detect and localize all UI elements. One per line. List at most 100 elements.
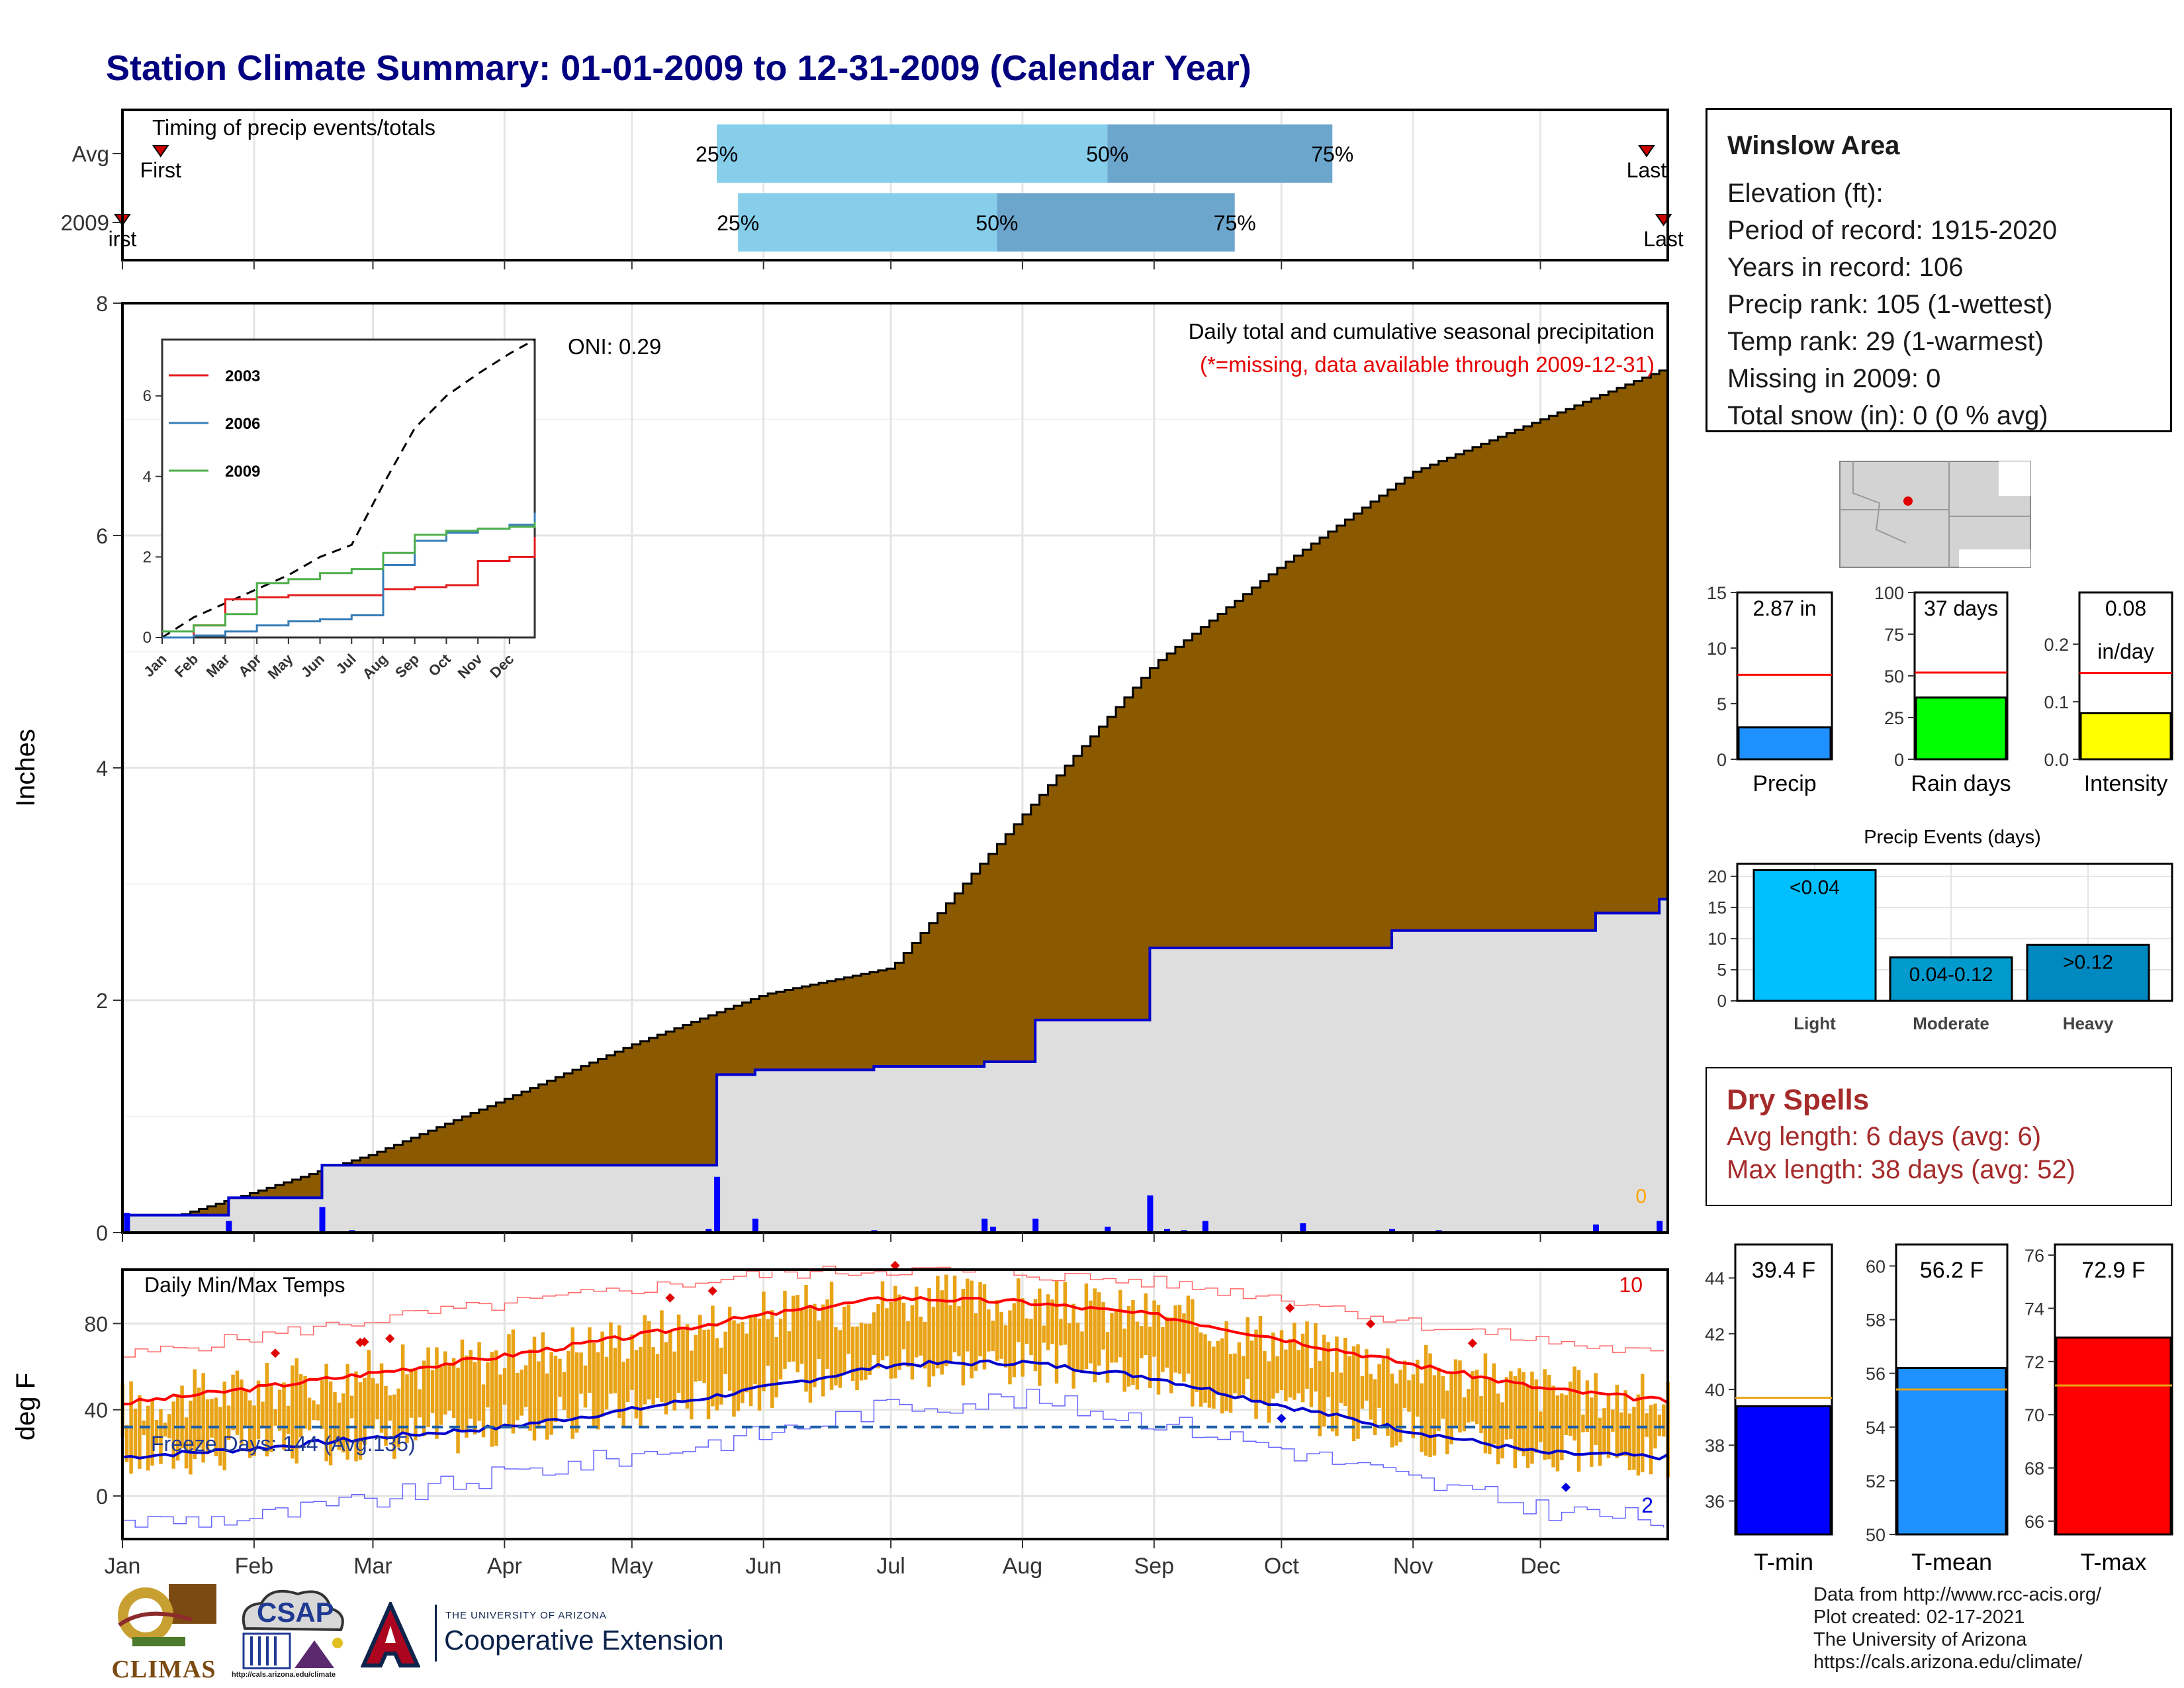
daily-temp-bar — [617, 1325, 621, 1419]
daily-temp-bar — [307, 1397, 312, 1430]
daily-temp-bar — [1420, 1383, 1424, 1452]
daily-temp-bar — [400, 1344, 405, 1433]
daily-temp-bar — [1373, 1379, 1377, 1436]
summary-y-tick-label: 25 — [1884, 708, 1904, 728]
daily-temp-bar — [864, 1323, 868, 1380]
daily-temp-bar — [532, 1336, 537, 1441]
daily-temp-bar — [1568, 1382, 1572, 1436]
ua-extension-logo[interactable]: THE UNIVERSITY OF ARIZONA Cooperative Ex… — [360, 1599, 738, 1668]
daily-temp-bar — [1199, 1332, 1203, 1407]
station-name: Winslow Area — [1727, 131, 1900, 160]
temp-summary-value: 72.9 F — [2081, 1258, 2145, 1283]
temp-summary-y-tick-label: 50 — [1866, 1525, 1886, 1545]
daily-precip-bar — [705, 1229, 712, 1233]
daily-temp-bar — [333, 1391, 337, 1444]
temp-summary-y-tick-label: 76 — [2025, 1246, 2044, 1266]
events-bar-label: 0.04-0.12 — [1909, 964, 1993, 986]
daily-temp-bar — [150, 1399, 154, 1466]
month-tick-label: Dec — [1520, 1554, 1560, 1579]
temp-panel: Daily Min/Max Temps Freeze Days: 144 (Avg… — [11, 1260, 1670, 1579]
daily-temp-bar — [541, 1332, 545, 1421]
locator-map — [1839, 461, 2031, 568]
summary-y-tick-label: 0 — [1894, 750, 1904, 770]
record-high-marker — [665, 1293, 675, 1303]
temp-summary-label: T-mean — [1911, 1548, 1992, 1575]
daily-temp-bar — [1046, 1294, 1050, 1350]
daily-temp-bar — [732, 1320, 736, 1417]
summary-y-tick-label: 10 — [1707, 639, 1727, 659]
daily-temp-bar — [1122, 1329, 1126, 1392]
daily-temp-bar — [1118, 1289, 1122, 1358]
daily-temp-bar — [796, 1295, 799, 1373]
daily-temp-bar — [490, 1352, 494, 1447]
daily-temp-bar — [1394, 1383, 1398, 1446]
daily-temp-bar — [1169, 1317, 1173, 1393]
precip-y-tick-label: 4 — [96, 757, 108, 780]
daily-temp-bar — [502, 1368, 507, 1405]
daily-temp-bar — [936, 1276, 940, 1369]
daily-temp-bar — [901, 1302, 906, 1350]
daily-temp-bar — [1097, 1292, 1101, 1366]
daily-temp-bar — [762, 1291, 766, 1391]
daily-temp-bar — [995, 1299, 999, 1361]
station-location-marker — [1903, 496, 1913, 506]
daily-temp-bar — [1351, 1346, 1356, 1442]
timing-row-label: Avg — [72, 142, 109, 166]
daily-temp-bar — [630, 1334, 634, 1390]
csap-cloud-icon — [242, 1589, 344, 1669]
temp-summary-y-tick-label: 54 — [1866, 1418, 1886, 1438]
daily-temp-bar — [558, 1358, 562, 1397]
ua-divider — [435, 1605, 437, 1662]
daily-temp-bar — [609, 1322, 613, 1394]
record-min-line — [122, 1388, 1664, 1528]
daily-temp-bar — [1050, 1299, 1054, 1344]
temp-y-tick-label: 0 — [96, 1485, 108, 1509]
daily-temp-bar — [1509, 1371, 1513, 1439]
temp-summary-y-tick-label: 66 — [2025, 1512, 2044, 1532]
daily-temp-bar — [328, 1381, 333, 1466]
record-max-line — [122, 1266, 1664, 1358]
credit-created: Plot created: 02-17-2021 — [1813, 1607, 2025, 1628]
daily-temp-bar — [163, 1423, 167, 1437]
daily-temp-bar — [1662, 1404, 1666, 1437]
daily-temp-bar — [222, 1382, 226, 1471]
daily-temp-bar — [940, 1290, 944, 1375]
dry-spells-max: Max length: 38 days (avg: 52) — [1727, 1155, 2075, 1184]
daily-precip-bar — [1592, 1224, 1599, 1233]
daily-temp-bar — [774, 1336, 778, 1398]
daily-temp-bar — [486, 1362, 490, 1408]
daily-temp-bar — [528, 1349, 532, 1431]
events-category-label: Heavy — [2063, 1013, 2114, 1033]
daily-temp-bar — [1212, 1346, 1216, 1409]
daily-temp-bar — [1479, 1395, 1483, 1433]
daily-temp-bar — [808, 1305, 813, 1403]
daily-temp-bar — [948, 1305, 952, 1364]
daily-temp-bar — [494, 1350, 498, 1446]
climas-logo[interactable]: CLIMAS — [106, 1579, 222, 1683]
summary-bar-label: Rain days — [1911, 771, 2011, 796]
events-y-tick-label: 20 — [1707, 867, 1727, 886]
events-bar-label: <0.04 — [1790, 876, 1840, 898]
daily-temp-bar — [655, 1354, 660, 1398]
daily-temp-bar — [944, 1274, 948, 1366]
summary-value-text: 37 days — [1924, 596, 1998, 620]
temp-summary-y-tick-label: 72 — [2025, 1352, 2044, 1372]
year-cumulative-area — [122, 899, 1668, 1233]
daily-temp-bar — [745, 1333, 749, 1393]
daily-temp-bar — [1140, 1326, 1144, 1358]
daily-temp-bar — [668, 1329, 672, 1403]
daily-temp-bar — [1054, 1281, 1059, 1384]
daily-temp-bar — [138, 1395, 142, 1469]
daily-temp-bar — [1182, 1313, 1186, 1382]
daily-temp-bar — [600, 1331, 604, 1417]
csap-logo[interactable]: CSAP http://cals.arizona.edu/climate — [232, 1582, 351, 1681]
daily-temp-bar — [477, 1342, 481, 1421]
daily-temp-bar — [893, 1286, 897, 1379]
map-water — [1999, 461, 2030, 496]
summary-y-tick-label: 5 — [1717, 694, 1727, 714]
daily-temp-bar — [1428, 1353, 1432, 1458]
daily-temp-bar — [1258, 1316, 1263, 1402]
daily-temp-bar — [868, 1323, 872, 1376]
credit-url: https://cals.arizona.edu/climate/ — [1813, 1652, 2083, 1673]
timing-label: Timing of precip events/totals — [152, 115, 435, 140]
